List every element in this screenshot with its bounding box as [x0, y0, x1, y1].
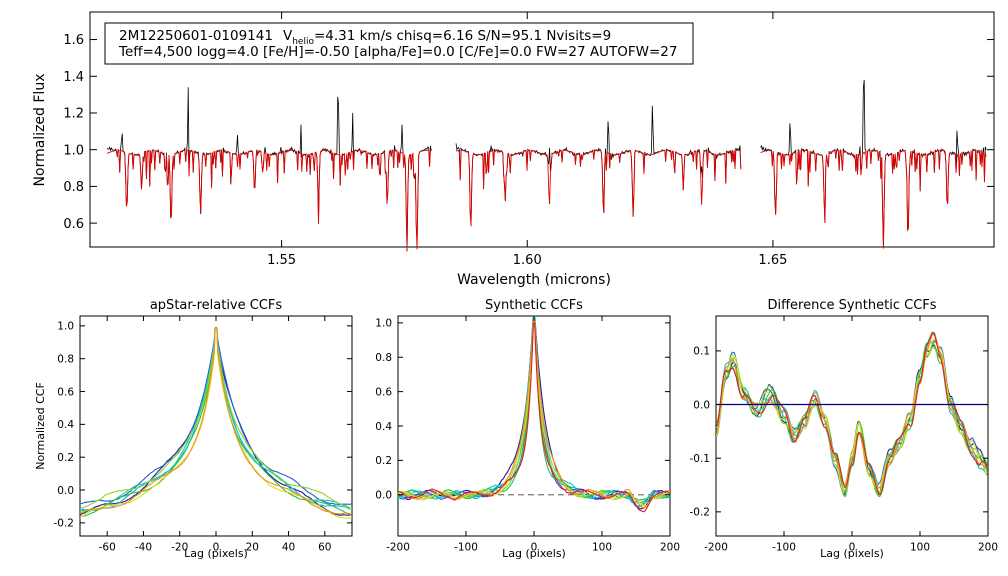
synthetic-ccf-ytick-label: 0.2 — [375, 455, 392, 467]
difference-ccf-xlabel: Lag (pixels) — [820, 547, 884, 560]
spectrum-xlabel: Wavelength (microns) — [457, 272, 611, 288]
synthetic-ccf-panel: -200 -100 0 100 200 0.0 0.2 0.4 0.6 0.8 1.0 Synthe… — [375, 298, 680, 560]
difference-ccf-plot-area — [716, 331, 988, 498]
apstar-ccf-title: apStar-relative CCFs — [150, 298, 283, 313]
synthetic-ccf-ytick-label: 0.8 — [375, 352, 392, 364]
synthetic-ccf-ytick-label: 1.0 — [375, 318, 392, 330]
apstar-ccf-xtick-label: -20 — [171, 542, 188, 554]
synthetic-ccf-ytick-label: 0.0 — [375, 490, 392, 502]
star-id: 2M12250601-0109141 — [119, 28, 273, 44]
difference-ccf-xtick-label: -200 — [704, 542, 728, 554]
synthetic-ccf-axes: -200 -100 0 100 200 0.0 0.2 0.4 0.6 0.8 1.0 — [375, 316, 680, 554]
apstar-ccf-ytick-label: -0.2 — [54, 518, 75, 530]
apstar-ccf-ytick-label: 0.8 — [57, 353, 74, 365]
info-line-1: 2M12250601-0109141 Vhelio=4.31 km/s chisq… — [119, 28, 611, 47]
apstar-ccf-axes: -60 -40 -20 0 20 40 60 -0.2 0.0 0.2 0.4 0.6 0.8 1.0 — [54, 316, 352, 554]
spectrum-ytick-label: 1.0 — [63, 143, 84, 158]
difference-ccf-ytick-label: -0.1 — [690, 453, 711, 465]
synthetic-ccf-title: Synthetic CCFs — [485, 298, 583, 313]
spectrum-ytick-label: 1.4 — [63, 70, 84, 85]
spectrum-ytick-label: 0.6 — [63, 217, 84, 232]
apstar-ccf-xtick-label: -40 — [135, 542, 152, 554]
synthetic-ccf-xtick-label: 100 — [592, 542, 612, 554]
apstar-ccf-plot-area — [80, 326, 352, 519]
difference-ccf-ytick-label: -0.2 — [690, 507, 711, 519]
info-line-2: Teff=4,500 logg=4.0 [Fe/H]=-0.50 [alpha/… — [118, 44, 677, 60]
apstar-ccf-panel: -60 -40 -20 0 20 40 60 -0.2 0.0 0.2 0.4 0.6 0.8 1.0 a… — [34, 298, 353, 560]
difference-ccf-title: Difference Synthetic CCFs — [767, 298, 936, 313]
synthetic-ccf-xtick-label: 200 — [660, 542, 680, 554]
difference-ccf-xtick-label: 0 — [849, 542, 856, 554]
spectrum-axes-frame — [89, 11, 995, 248]
spectrum-xtick-label: 1.65 — [758, 253, 787, 268]
difference-ccf-ytick-label: 0.1 — [693, 346, 710, 358]
synthetic-ccf-xtick-label: 0 — [531, 542, 538, 554]
synthetic-ccf-xtick-label: -200 — [386, 542, 410, 554]
spectrum-panel: 1.55 1.60 1.65 0.6 0.8 1.0 1.2 1.4 1.6 Wavelengt… — [32, 11, 995, 288]
apstar-ccf-ytick-label: 0.6 — [57, 386, 74, 398]
spectrum-plot-area — [106, 79, 987, 252]
apstar-ccf-xlabel: Lag (pixels) — [184, 547, 248, 560]
synthetic-ccf-ytick-label: 0.4 — [375, 421, 392, 433]
synthetic-ccf-xlabel: Lag (pixels) — [502, 547, 566, 560]
difference-ccf-line-9 — [716, 331, 988, 496]
apstar-ccf-ytick-label: 1.0 — [57, 321, 74, 333]
difference-ccf-xtick-label: -100 — [772, 542, 796, 554]
apstar-ccf-xtick-label: 0 — [213, 542, 220, 554]
spectrum-xtick-label: 1.55 — [267, 253, 296, 268]
apstar-ccf-ylabel: Normalized CCF — [34, 382, 47, 470]
synthetic-ccf-plot-area — [398, 316, 670, 513]
difference-ccf-line-7 — [716, 337, 988, 492]
vhelio-subscript: helio — [292, 37, 314, 47]
spectrum-axes: 1.55 1.60 1.65 0.6 0.8 1.0 1.2 1.4 1.6 — [63, 12, 994, 268]
info-box: 2M12250601-0109141 Vhelio=4.31 km/s chisq… — [104, 22, 694, 65]
info-box-frame — [104, 22, 694, 65]
apstar-ccf-line-8 — [80, 326, 352, 515]
spectrum-ylabel: Normalized Flux — [32, 74, 48, 187]
spectrum-xtick-label: 1.60 — [513, 253, 542, 268]
spectrum-ytick-label: 0.8 — [63, 180, 84, 195]
apstar-ccf-ytick-label: 0.2 — [57, 452, 74, 464]
difference-ccf-line-8 — [716, 334, 988, 489]
apstar-ccf-xtick-label: 40 — [282, 542, 295, 554]
synthetic-ccf-xtick-label: -100 — [454, 542, 478, 554]
difference-ccf-ytick-label: 0.0 — [693, 399, 710, 411]
vhelio-symbol: V — [283, 28, 293, 44]
difference-ccf-panel: -200 -100 0 100 200 -0.2 -0.1 0.0 0.1 Difference… — [690, 298, 999, 560]
fit-stats: =4.31 km/s chisq=6.16 S/N=95.1 Nvisits=9 — [314, 28, 611, 44]
synthetic-ccf-ytick-label: 0.6 — [375, 386, 392, 398]
spectrum-ytick-label: 1.6 — [63, 33, 84, 48]
model-spectrum-chip-3 — [760, 149, 987, 249]
difference-ccf-xtick-label: 200 — [978, 542, 998, 554]
difference-ccf-axes: -200 -100 0 100 200 -0.2 -0.1 0.0 0.1 — [690, 316, 998, 554]
model-spectrum-chip-2 — [455, 149, 742, 227]
apstar-ccf-ytick-label: 0.4 — [57, 419, 74, 431]
apstar-ccf-xtick-label: 20 — [246, 542, 259, 554]
difference-ccf-line-2 — [716, 340, 988, 496]
spectrum-ytick-label: 1.2 — [63, 107, 84, 122]
apstar-ccf-ytick-label: 0.0 — [57, 485, 74, 497]
model-spectrum-chip-1 — [106, 149, 432, 250]
apstar-ccf-xtick-label: -60 — [99, 542, 116, 554]
apstar-ccf-xtick-label: 60 — [318, 542, 331, 554]
synthetic-ccf-line-9 — [398, 321, 670, 513]
difference-ccf-xtick-label: 100 — [910, 542, 930, 554]
